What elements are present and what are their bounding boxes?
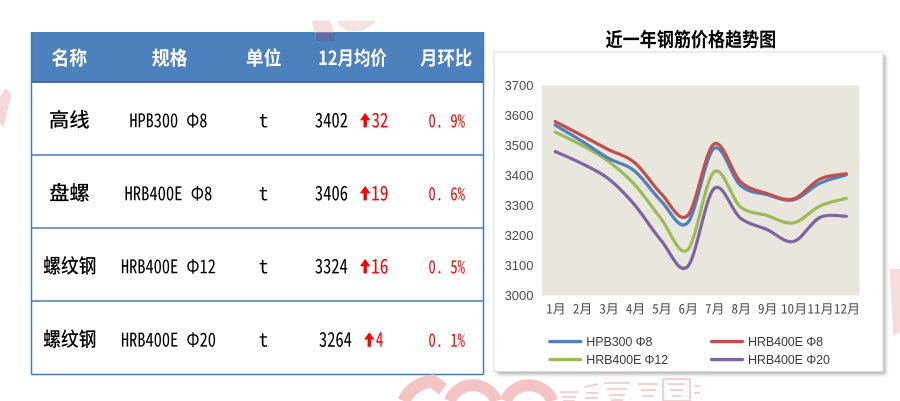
svg-text:HPB300 Φ8: HPB300 Φ8 <box>586 335 652 349</box>
svg-text:HRB400E Φ20: HRB400E Φ20 <box>748 353 830 367</box>
svg-text:3700: 3700 <box>505 78 534 93</box>
svg-text:3200: 3200 <box>505 228 534 243</box>
svg-text:3400: 3400 <box>505 168 534 183</box>
svg-text:3100: 3100 <box>505 258 534 273</box>
svg-text:HRB400E Φ12: HRB400E Φ12 <box>586 353 668 367</box>
svg-text:3500: 3500 <box>505 138 534 153</box>
svg-text:3300: 3300 <box>505 198 534 213</box>
svg-text:HRB400E Φ8: HRB400E Φ8 <box>748 335 823 349</box>
svg-text:3000: 3000 <box>505 288 534 303</box>
svg-text:3600: 3600 <box>505 108 534 123</box>
